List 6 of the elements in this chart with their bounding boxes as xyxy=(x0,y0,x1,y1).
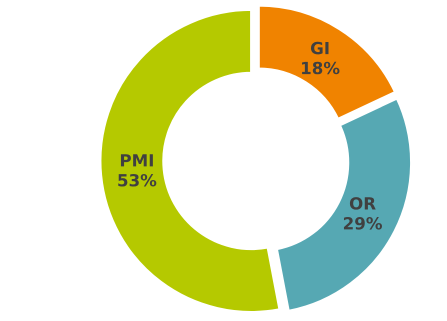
slice-label: PMI xyxy=(120,154,153,166)
slice-label: GI xyxy=(310,42,328,54)
data-label: 53% xyxy=(118,174,156,187)
data-label: 18% xyxy=(302,62,340,74)
data-label: 29% xyxy=(344,217,382,230)
slice-label: OR xyxy=(350,197,376,210)
